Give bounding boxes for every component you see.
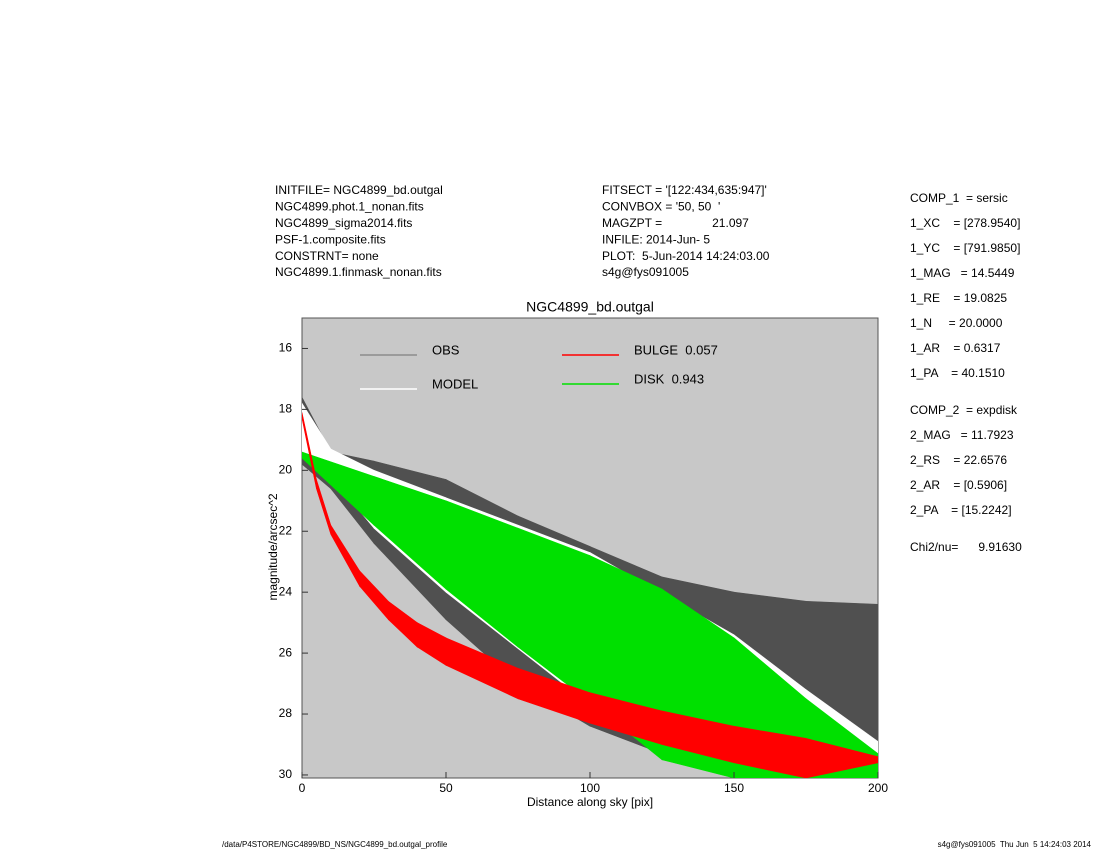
y-tick-label: 22 <box>279 523 293 537</box>
legend-label: OBS <box>432 342 460 357</box>
x-axis-label: Distance along sky [pix] <box>527 795 653 809</box>
header-line: PSF-1.composite.fits <box>275 232 386 246</box>
header-line: CONVBOX = '50, 50 ' <box>602 200 720 214</box>
legend-label: MODEL <box>432 376 478 391</box>
header-line: NGC4899.phot.1_nonan.fits <box>275 200 424 214</box>
parameter-line: 1_XC = [278.9540] <box>910 216 1020 230</box>
x-tick-label: 0 <box>299 781 306 795</box>
footer-left: /data/P4STORE/NGC4899/BD_NS/NGC4899_bd.o… <box>222 840 448 849</box>
header-line: s4g@fys091005 <box>602 265 689 279</box>
parameter-line: 2_PA = [15.2242] <box>910 503 1012 517</box>
header-line: CONSTRNT= none <box>275 249 379 263</box>
plot-marks <box>302 397 878 778</box>
y-tick-label: 30 <box>279 767 293 781</box>
y-tick-label: 24 <box>279 584 293 598</box>
y-tick-label: 16 <box>279 341 293 355</box>
band-segment <box>733 725 807 778</box>
parameter-line: Chi2/nu= 9.91630 <box>910 540 1022 554</box>
band-segment <box>805 738 878 778</box>
y-tick-label: 20 <box>279 462 293 476</box>
x-tick-label: 150 <box>724 781 744 795</box>
parameter-line: 2_MAG = 11.7923 <box>910 428 1014 442</box>
legend-label: DISK 0.943 <box>634 371 704 386</box>
header-line: NGC4899_sigma2014.fits <box>275 216 412 230</box>
legend-label: BULGE 0.057 <box>634 342 718 357</box>
x-tick-label: 50 <box>439 781 453 795</box>
parameter-line: 2_RS = 22.6576 <box>910 453 1007 467</box>
header-line: NGC4899.1.finmask_nonan.fits <box>275 265 442 279</box>
parameter-line: 1_RE = 19.0825 <box>910 291 1007 305</box>
header-line: FITSECT = '[122:434,635:947]' <box>602 183 767 197</box>
parameter-line: 2_AR = [0.5906] <box>910 478 1007 492</box>
parameter-line: 1_PA = 40.1510 <box>910 366 1005 380</box>
parameter-line: 1_YC = [791.9850] <box>910 241 1020 255</box>
parameter-line: 1_AR = 0.6317 <box>910 341 1001 355</box>
parameter-line: 1_N = 20.0000 <box>910 316 1003 330</box>
y-tick-label: 26 <box>279 645 293 659</box>
header-line: INFILE: 2014-Jun- 5 <box>602 232 710 246</box>
parameter-line: 1_MAG = 14.5449 <box>910 266 1015 280</box>
parameter-line: COMP_1 = sersic <box>910 191 1008 205</box>
parameter-line: COMP_2 = expdisk <box>910 403 1018 417</box>
y-tick-label: 18 <box>279 402 293 416</box>
x-tick-label: 100 <box>580 781 600 795</box>
header-line: INITFILE= NGC4899_bd.outgal <box>275 183 443 197</box>
y-tick-label: 28 <box>279 706 293 720</box>
y-axis-label: magnitude/arcsec^2 <box>266 493 280 600</box>
x-tick-label: 200 <box>868 781 888 795</box>
header-line: MAGZPT = 21.097 <box>602 216 749 230</box>
footer-right: s4g@fys091005 Thu Jun 5 14:24:03 2014 <box>938 840 1092 849</box>
chart-title: NGC4899_bd.outgal <box>526 299 654 315</box>
header-line: PLOT: 5-Jun-2014 14:24:03.00 <box>602 249 770 263</box>
